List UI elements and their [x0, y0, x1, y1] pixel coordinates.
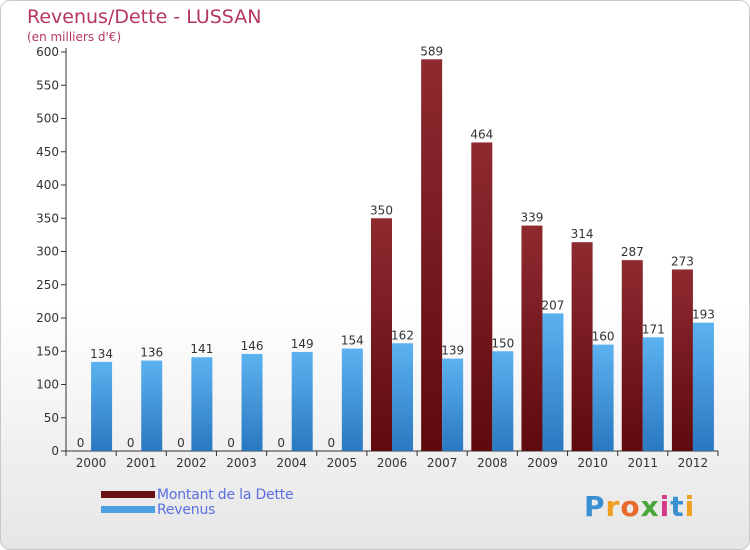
revenue-bar [392, 343, 413, 451]
debt-data-label: 287 [621, 245, 644, 259]
debt-bar [471, 142, 493, 451]
revenue-bar [141, 360, 163, 451]
debt-bar [421, 59, 443, 451]
debt-data-label: 314 [571, 227, 594, 241]
x-tick-label: 2011 [627, 456, 658, 470]
debt-data-label: 350 [370, 203, 393, 217]
revenue-bar [592, 344, 614, 451]
proxiti-logo: Proxiti [584, 490, 695, 523]
revenue-bar [692, 322, 714, 451]
legend-swatch-revenue [101, 506, 155, 513]
chart-subtitle: (en milliers d'€) [27, 30, 122, 44]
x-tick-label: 2007 [427, 456, 458, 470]
x-tick-label: 2008 [477, 456, 508, 470]
x-tick-label: 2010 [577, 456, 608, 470]
legend-swatch-debt [101, 491, 155, 498]
x-tick-label: 2006 [377, 456, 408, 470]
revenue-data-label: 136 [140, 346, 163, 360]
y-tick-label: 250 [36, 278, 59, 292]
revenue-data-label: 149 [291, 337, 314, 351]
y-tick-label: 450 [36, 145, 59, 159]
bars [91, 59, 714, 451]
debt-data-label: 339 [521, 211, 544, 225]
y-tick-label: 100 [36, 378, 59, 392]
debt-bar [571, 242, 593, 451]
y-tick-label: 500 [36, 112, 59, 126]
revenue-bar [191, 357, 213, 451]
y-tick-label: 50 [44, 411, 59, 425]
debt-bar [371, 218, 392, 451]
revenue-bar [442, 358, 464, 451]
revenue-data-label: 162 [391, 328, 414, 342]
revenue-data-label: 134 [90, 347, 113, 361]
revenue-bar [642, 337, 664, 451]
y-tick-label: 350 [36, 211, 59, 225]
x-tick-label: 2000 [76, 456, 107, 470]
x-tick-label: 2002 [176, 456, 207, 470]
debt-data-label: 0 [77, 436, 85, 450]
revenue-data-label: 141 [190, 342, 213, 356]
revenue-bar [241, 353, 263, 451]
logo-letter: i [684, 490, 696, 523]
x-tick-label: 2003 [226, 456, 257, 470]
x-tick-label: 2012 [678, 456, 709, 470]
debt-data-label: 0 [177, 436, 185, 450]
logo-letter: t [670, 490, 685, 523]
logo-letter: o [620, 490, 641, 523]
logo-letter: P [584, 490, 606, 523]
data-labels: 0 0 0 0 0 0 350 589 464 339 314 287 273 134 136 141 146 1… [77, 44, 715, 450]
revenue-data-label: 150 [491, 336, 514, 350]
revenue-data-label: 193 [692, 308, 715, 322]
debt-data-label: 0 [328, 436, 336, 450]
x-tick-label: 2004 [276, 456, 307, 470]
debt-data-label: 589 [420, 44, 443, 58]
revenue-bar [291, 351, 313, 451]
revenue-data-label: 207 [542, 298, 565, 312]
legend-label-debt: Montant de la Dette [157, 486, 294, 503]
debt-data-label: 464 [470, 127, 493, 141]
revenue-data-label: 160 [592, 330, 615, 344]
debt-data-label: 0 [227, 436, 235, 450]
debt-bar [671, 269, 693, 451]
revenue-data-label: 146 [241, 339, 264, 353]
y-tick-label: 150 [36, 344, 59, 358]
debt-data-label: 0 [277, 436, 285, 450]
debt-bar [521, 225, 543, 451]
legend-item-revenue: Revenus [101, 501, 293, 518]
y-tick-label: 600 [36, 45, 59, 59]
y-tick-label: 300 [36, 245, 59, 259]
debt-bar [621, 260, 643, 451]
logo-letter: i [659, 490, 671, 523]
debt-data-label: 273 [671, 254, 694, 268]
debt-data-label: 0 [127, 436, 135, 450]
revenue-data-label: 139 [441, 344, 464, 358]
x-tick-label: 2005 [327, 456, 358, 470]
revenue-bar [492, 351, 514, 451]
y-tick-label: 200 [36, 311, 59, 325]
logo-letter: r [605, 490, 621, 523]
revenue-data-label: 171 [642, 322, 665, 336]
chart-title: Revenus/Dette - LUSSAN [27, 6, 262, 28]
y-tick-label: 0 [51, 444, 59, 458]
legend-item-debt: Montant de la Dette [101, 486, 294, 503]
x-tick-label: 2001 [126, 456, 157, 470]
x-tick-label: 2009 [527, 456, 558, 470]
y-tick-label: 550 [36, 78, 59, 92]
revenue-bar [341, 348, 363, 451]
y-tick-label: 400 [36, 178, 59, 192]
legend: Montant de la Dette Revenus [101, 486, 294, 518]
revenue-bar [91, 361, 113, 451]
legend-label-revenue: Revenus [157, 501, 216, 518]
revenue-bar [542, 313, 564, 451]
revenue-data-label: 154 [341, 334, 364, 348]
logo-letter: x [640, 490, 660, 523]
